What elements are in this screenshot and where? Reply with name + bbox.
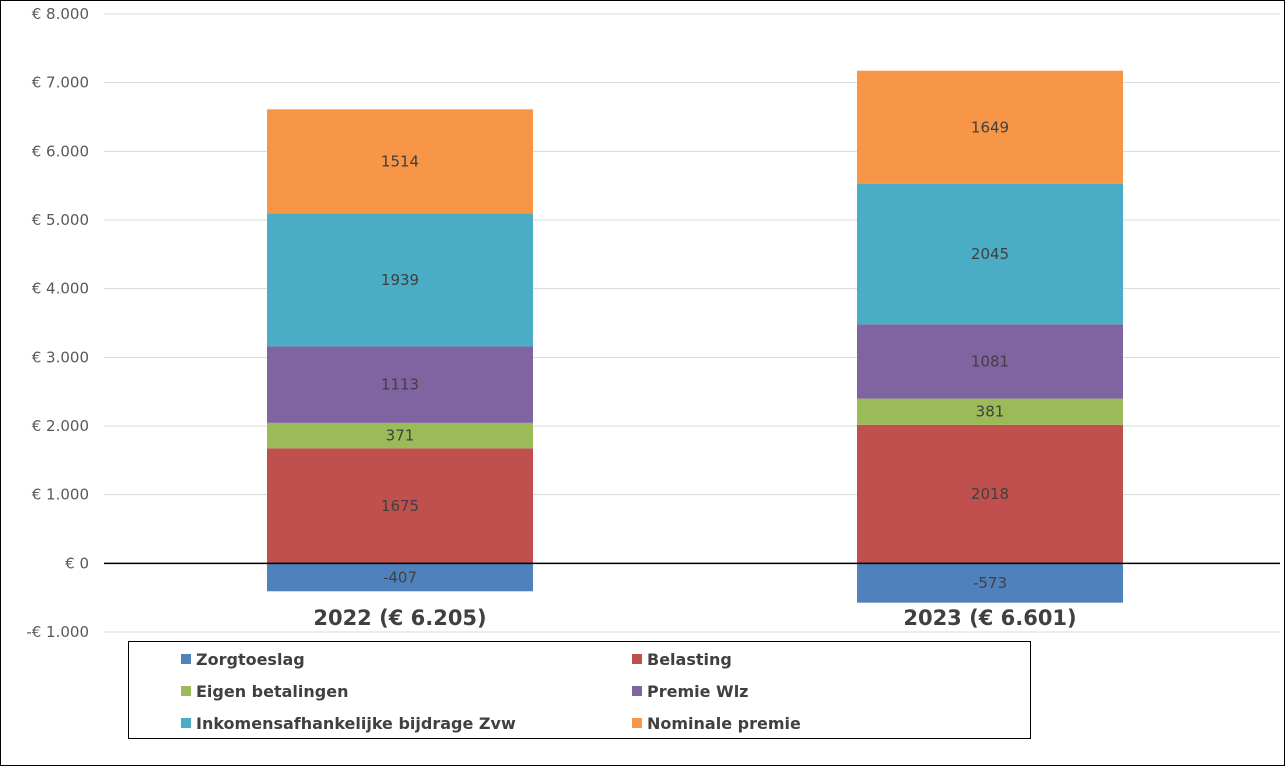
bar-segment-nominale-premie: [857, 70, 1123, 184]
category-label: 2023 (€ 6.601): [903, 606, 1076, 630]
bar-segment-zorgtoeslag: [267, 563, 533, 592]
bar-segment-eigen-betalingen: [267, 422, 533, 449]
data-label: 371: [386, 427, 415, 445]
data-label: 1649: [971, 118, 1009, 136]
y-tick-label: € 1.000: [32, 486, 89, 504]
legend-swatch: [181, 654, 191, 664]
data-label: -573: [973, 574, 1007, 592]
data-label: 1081: [971, 352, 1009, 370]
bar-segment-premie-wlz: [267, 346, 533, 423]
data-label: 1939: [381, 271, 419, 289]
data-label: 2045: [971, 245, 1009, 263]
bar-segment-inkomensafhankelijke-bijdrage-zvw: [267, 213, 533, 347]
y-tick-label: € 8.000: [32, 5, 89, 23]
bar-segment-eigen-betalingen: [857, 398, 1123, 425]
legend-swatch: [181, 686, 191, 696]
y-tick-label: € 3.000: [32, 348, 89, 366]
y-axis-tick-labels: € 8.000 € 7.000 € 6.000 € 5.000 € 4.000 € 3.0…: [26, 5, 89, 641]
legend-item-zorgtoeslag: Zorgtoeslag: [181, 648, 305, 670]
legend-label: Inkomensafhankelijke bijdrage Zvw: [196, 713, 516, 733]
y-tick-label: € 5.000: [32, 211, 89, 229]
bar-segment-nominale-premie: [267, 109, 533, 214]
legend-label: Premie Wlz: [647, 681, 749, 701]
legend-swatch: [632, 686, 642, 696]
y-tick-label: € 0: [65, 554, 89, 572]
legend-item-belasting: Belasting: [632, 648, 732, 670]
data-label: 1514: [381, 152, 419, 170]
legend-swatch: [181, 718, 191, 728]
legend-swatch: [632, 718, 642, 728]
bar-segments: [267, 70, 1123, 603]
legend-item-inkomensafhankelijke-bijdrage-zvw: Inkomensafhankelijke bijdrage Zvw: [181, 712, 516, 734]
y-tick-label: -€ 1.000: [26, 623, 89, 641]
data-label: 2018: [971, 485, 1009, 503]
data-label: 1675: [381, 497, 419, 515]
legend-item-premie-wlz: Premie Wlz: [632, 680, 749, 702]
bar-segment-inkomensafhankelijke-bijdrage-zvw: [857, 183, 1123, 325]
legend-item-eigen-betalingen: Eigen betalingen: [181, 680, 348, 702]
legend: Zorgtoeslag Belasting Eigen betalingen P…: [128, 641, 1031, 739]
data-label: 1113: [381, 376, 419, 394]
bar-segment-belasting: [857, 424, 1123, 564]
y-tick-label: € 2.000: [32, 417, 89, 435]
legend-swatch: [632, 654, 642, 664]
data-label: 381: [976, 403, 1005, 421]
legend-label: Eigen betalingen: [196, 681, 349, 701]
category-labels: 2022 (€ 6.205) 2023 (€ 6.601): [313, 606, 1076, 630]
legend-label: Belasting: [647, 649, 732, 669]
y-tick-label: € 6.000: [32, 142, 89, 160]
bar-segment-zorgtoeslag: [857, 563, 1123, 603]
legend-label: Nominale premie: [647, 713, 801, 733]
y-tick-label: € 4.000: [32, 280, 89, 298]
data-label: -407: [383, 568, 417, 586]
legend-item-nominale-premie: Nominale premie: [632, 712, 801, 734]
bar-segment-premie-wlz: [857, 324, 1123, 399]
legend-label: Zorgtoeslag: [196, 649, 305, 669]
y-tick-label: € 7.000: [32, 74, 89, 92]
category-label: 2022 (€ 6.205): [313, 606, 486, 630]
bar-segment-belasting: [267, 448, 533, 564]
data-labels: -407 1675 371 1113 1939 1514 -573 2018 381 1081 20…: [381, 118, 1009, 592]
